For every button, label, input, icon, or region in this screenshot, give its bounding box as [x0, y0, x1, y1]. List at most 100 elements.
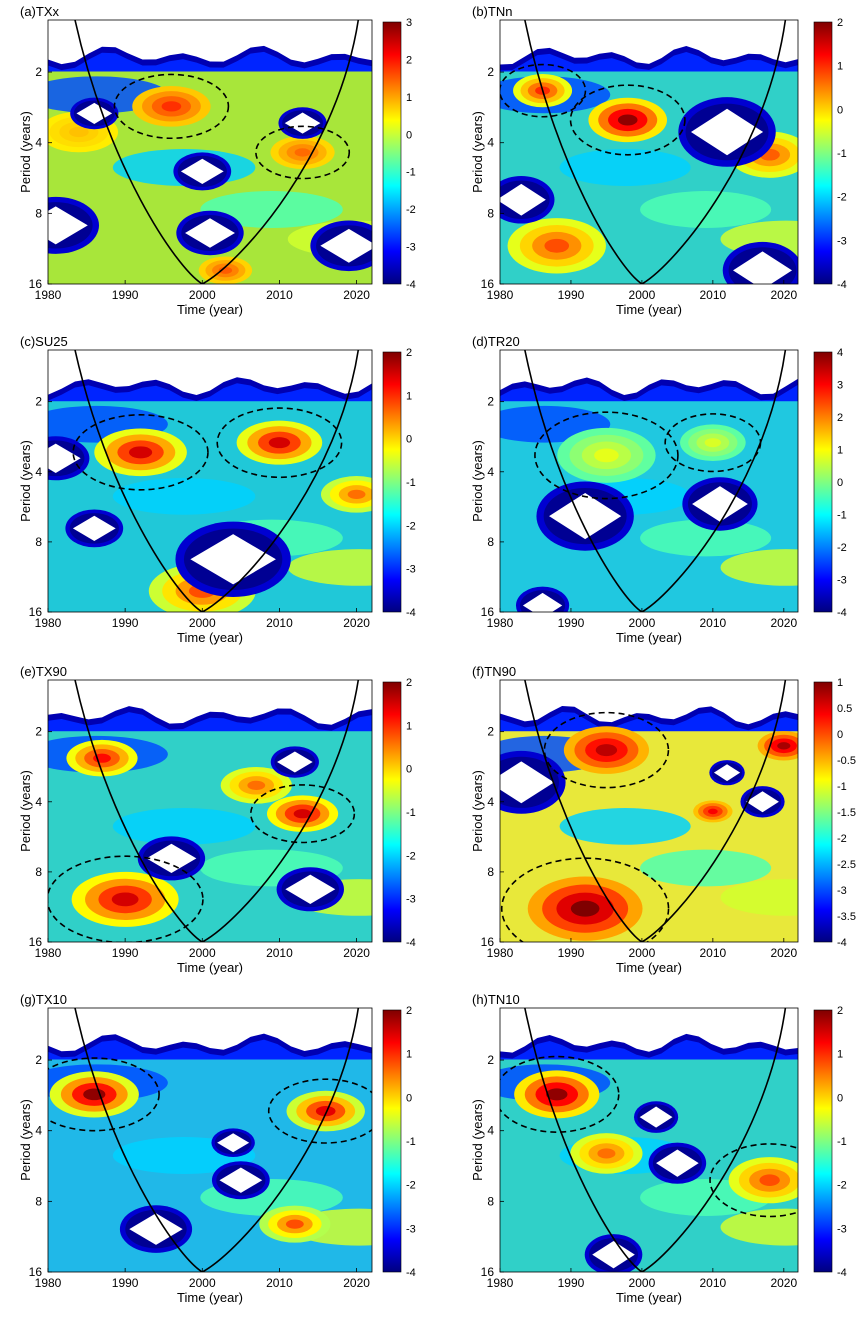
plot-frame [499, 1007, 799, 1273]
hotspot-0-ring-3 [546, 1088, 568, 1101]
coldspot-0 [190, 534, 276, 585]
coldspot-2 [733, 251, 793, 284]
x-tick-label: 1980 [35, 946, 62, 960]
hotspot-3-ring-3 [247, 780, 266, 790]
y-axis-label: Period (years) [18, 111, 33, 193]
x-tick-label: 1990 [558, 616, 585, 630]
y-tick-label: 2 [35, 395, 42, 409]
colorbar-tick-label: -3 [837, 1223, 847, 1235]
significance-contour-1 [216, 407, 343, 479]
panel-title-g: (g)TX10 [20, 992, 67, 1007]
x-tick-label: 2000 [189, 1276, 216, 1290]
power-contour [200, 190, 343, 228]
colorbar-tick-label: 1 [837, 445, 843, 457]
coldspot-0 [146, 843, 197, 874]
x-tick-label: 2020 [770, 288, 797, 302]
panel-title-e: (e)TX90 [20, 664, 67, 679]
colorbar-tick-label: 1 [837, 677, 843, 689]
panel-title-f: (f)TN90 [472, 664, 516, 679]
x-tick-label: 2010 [700, 288, 727, 302]
x-tick-label: 2020 [770, 946, 797, 960]
y-tick-label: 16 [481, 1265, 495, 1279]
y-tick-label: 2 [487, 725, 494, 739]
colorbar-tick-label: 0 [837, 1092, 843, 1104]
colorbar-tick-label: 0 [837, 104, 843, 116]
power-contour [640, 519, 772, 557]
x-axis-label: Time (year) [616, 1290, 682, 1305]
colorbar-tick-label: 2 [837, 17, 843, 29]
x-tick-label: 1980 [35, 1276, 62, 1290]
colorbar [813, 681, 833, 943]
significance-contour-0 [500, 857, 670, 942]
significance-contour-0 [500, 1055, 620, 1133]
power-contour [559, 148, 691, 186]
hotspot-1-ring-3 [268, 437, 291, 449]
x-tick-label: 2020 [343, 946, 370, 960]
x-tick-label: 2000 [189, 616, 216, 630]
x-tick-label: 1990 [112, 1276, 139, 1290]
colorbar-tick-label: -1 [406, 477, 416, 489]
plot-frame [499, 679, 799, 943]
y-tick-label: 8 [35, 1194, 42, 1208]
hotspot-3-ring-3 [707, 808, 718, 815]
hotspot-2-ring-3 [777, 742, 791, 750]
colorbar-tick-label: -0.5 [837, 755, 856, 767]
coldspot-0 [549, 493, 622, 540]
colorbar-tick-label: 3 [406, 17, 412, 29]
colorbar-tick-label: -4 [837, 1267, 847, 1279]
significance-contour-0 [48, 1057, 160, 1132]
coldspot-2 [277, 751, 313, 773]
colorbar-tick-label: 0 [406, 434, 412, 446]
colorbar-tick-label: -3 [406, 242, 416, 254]
power-contour [720, 549, 798, 586]
y-tick-label: 16 [481, 935, 495, 949]
colorbar-tick-label: -4 [837, 279, 847, 291]
colorbar-tick-label: -2 [406, 204, 416, 216]
y-tick-label: 16 [481, 277, 495, 291]
y-tick-label: 16 [481, 605, 495, 619]
power-contour [720, 1208, 798, 1246]
colorbar [382, 351, 402, 613]
significance-contour-0 [569, 84, 686, 156]
coldspot-2 [185, 218, 235, 248]
hotspot-0-ring-3 [617, 114, 638, 126]
panel-title-d: (d)TR20 [472, 334, 520, 349]
x-tick-label: 2020 [770, 616, 797, 630]
colorbar-tick-label: -3 [837, 575, 847, 587]
x-tick-label: 1990 [112, 288, 139, 302]
colorbar-tick-label: 2 [837, 1005, 843, 1017]
x-axis-label: Time (year) [177, 960, 243, 975]
coldspot-1 [746, 791, 779, 813]
x-tick-label: 1990 [558, 946, 585, 960]
coldspot-2 [639, 1106, 673, 1128]
y-axis-label: Period (years) [470, 1099, 485, 1181]
colorbar-tick-label: 1 [406, 1049, 412, 1061]
cone-of-influence [524, 20, 787, 284]
colorbar-tick-label: -1 [837, 510, 847, 522]
y-tick-label: 4 [35, 465, 42, 479]
y-tick-label: 2 [487, 1053, 494, 1067]
x-tick-label: 2020 [343, 288, 370, 302]
significance-contour-1 [543, 711, 670, 789]
x-tick-label: 1990 [112, 616, 139, 630]
x-tick-label: 1990 [558, 288, 585, 302]
hotspot-0-ring-3 [161, 101, 182, 112]
colorbar-tick-label: -2 [837, 542, 847, 554]
y-tick-label: 8 [487, 206, 494, 220]
colorbar-tick-label: 1 [406, 720, 412, 732]
plot-frame [499, 349, 799, 613]
coldspot-3 [320, 228, 372, 263]
x-tick-label: 2000 [629, 1276, 656, 1290]
coldspot-1 [692, 486, 748, 522]
y-axis-label: Period (years) [470, 440, 485, 522]
coldspot-1 [285, 874, 336, 904]
panel-title-a: (a)TXx [20, 4, 60, 19]
colorbar-tick-label: -2 [837, 1180, 847, 1192]
coldspot-1 [180, 158, 224, 185]
power-field-c [48, 350, 372, 612]
y-tick-label: 16 [29, 277, 43, 291]
